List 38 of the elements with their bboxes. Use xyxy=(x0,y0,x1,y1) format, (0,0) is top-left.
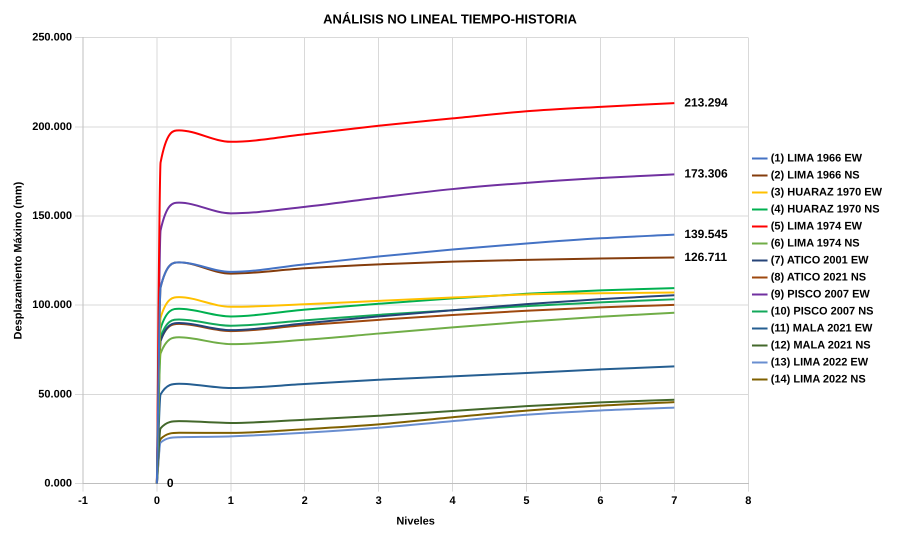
legend-label: (1) LIMA 1966 EW xyxy=(770,152,863,165)
y-tick-label: 0.000 xyxy=(44,478,72,490)
x-axis-title: Niveles xyxy=(396,515,435,528)
y-tick-label: 100.000 xyxy=(32,299,72,312)
legend-label: (9) PISCO 2007 EW xyxy=(770,288,870,301)
x-tick-label: 3 xyxy=(376,495,382,508)
legend-label: (14) LIMA 2022 NS xyxy=(770,374,866,386)
x-tick-label: 1 xyxy=(228,495,234,508)
x-tick-label: 8 xyxy=(745,495,752,508)
x-tick-label: -1 xyxy=(78,495,88,508)
legend-label: (3) HUARAZ 1970 EW xyxy=(770,186,883,199)
y-tick-label: 150.000 xyxy=(32,210,72,222)
annotation: 0 xyxy=(166,476,174,490)
legend-label: (13) LIMA 2022 EW xyxy=(770,356,869,369)
data-label: 173.306 xyxy=(684,166,728,181)
x-tick-label: 6 xyxy=(597,495,604,508)
legend-label: (8) ATICO 2021 NS xyxy=(770,272,866,284)
x-tick-label: 5 xyxy=(523,495,530,508)
legend-label: (6) LIMA 1974 NS xyxy=(770,238,860,250)
legend-label: (12) MALA 2021 NS xyxy=(770,340,871,352)
y-axis-title: Desplazamiento Máximo (mm) xyxy=(12,181,25,340)
data-label: 126.711 xyxy=(684,250,728,264)
x-tick-label: 2 xyxy=(302,495,308,508)
legend-label: (2) LIMA 1966 NS xyxy=(770,170,860,182)
legend-label: (10) PISCO 2007 NS xyxy=(770,306,874,318)
x-tick-label: 4 xyxy=(450,495,457,508)
legend-label: (11) MALA 2021 EW xyxy=(770,322,874,335)
y-tick-label: 200.000 xyxy=(32,120,72,133)
legend-label: (5) LIMA 1974 EW xyxy=(770,220,863,233)
data-label: 213.294 xyxy=(684,95,728,110)
y-tick-label: 50.000 xyxy=(38,388,72,400)
chart-title: ANÁLISIS NO LINEAL TIEMPO-HISTORIA xyxy=(323,11,578,26)
y-tick-label: 250.000 xyxy=(32,32,72,44)
x-tick-label: 0 xyxy=(154,495,160,508)
legend-label: (4) HUARAZ 1970 NS xyxy=(770,204,880,216)
data-label: 139.545 xyxy=(684,226,728,241)
x-tick-label: 7 xyxy=(671,495,678,508)
legend-label: (7) ATICO 2001 EW xyxy=(770,254,870,267)
